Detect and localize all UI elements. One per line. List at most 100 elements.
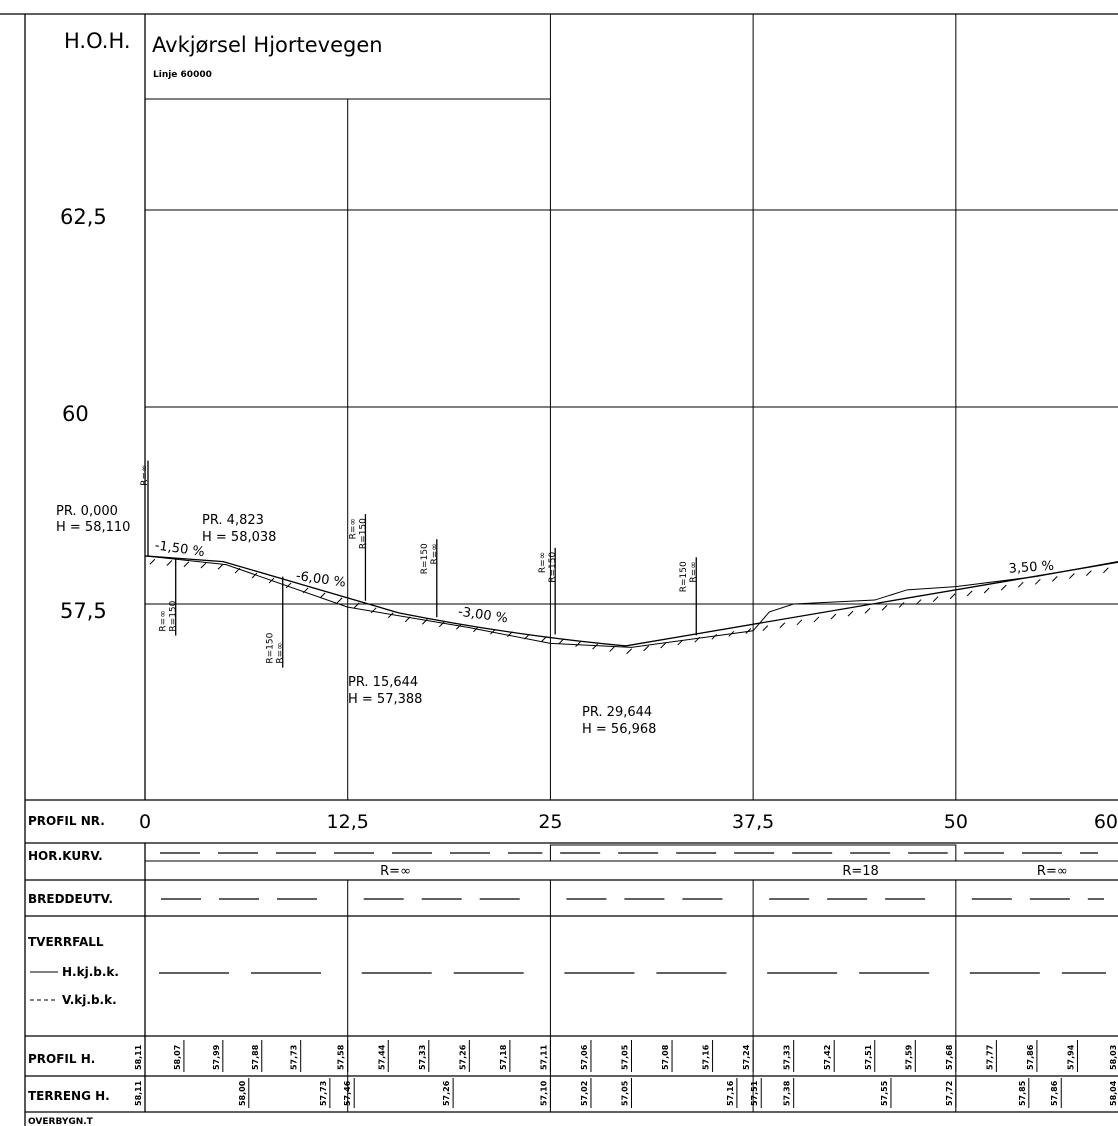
vertical-curve-label: R=∞ — [276, 642, 286, 663]
hatch-mark — [745, 628, 752, 634]
hatch-mark — [1051, 576, 1058, 582]
hatch-mark — [1068, 573, 1075, 579]
hatch-mark — [421, 618, 428, 625]
station-3-h: H = 56,968 — [582, 722, 656, 737]
vertical-curve-label: R=∞ — [348, 518, 358, 539]
hatch-mark — [336, 597, 343, 604]
vertical-curve-label: R=∞ — [159, 610, 169, 631]
terrain-polyline — [144, 555, 1118, 648]
height-value: 57,44 — [377, 1044, 386, 1070]
station-2-h: H = 57,388 — [348, 692, 422, 707]
station-0-pr: PR. 0,000 — [56, 504, 118, 519]
hatch-mark — [694, 636, 701, 643]
horizontal-curve-row: R=∞ R=18 R=∞ — [160, 844, 1098, 879]
height-value: 57,33 — [783, 1045, 792, 1070]
hatch-mark — [370, 607, 377, 614]
hatch-mark — [728, 631, 735, 637]
horizontal-curve-label: R=∞ — [1037, 864, 1068, 879]
height-value: 57,73 — [319, 1081, 328, 1106]
terrain-height-values: 58,11 58,00 57,73 57,46 57,26 57,10 57,02 57,05… — [134, 1078, 1118, 1108]
height-value: 57,59 — [904, 1044, 913, 1070]
hatch-mark — [234, 567, 241, 574]
vertical-curve-label: R=∞ — [140, 465, 150, 486]
height-value: 58,04 — [1109, 1080, 1118, 1106]
height-value: 57,06 — [580, 1044, 589, 1070]
grade-label: -1,50 % — [154, 538, 206, 560]
drawing-title: Avkjørsel Hjortevegen — [152, 33, 383, 57]
height-value: 57,05 — [621, 1044, 630, 1070]
hatch-mark — [762, 625, 769, 631]
height-value: 57,02 — [580, 1081, 589, 1106]
grade-label: 3,50 % — [1008, 559, 1054, 577]
hatch-mark — [796, 619, 803, 626]
height-value: 57,58 — [337, 1044, 346, 1070]
profile-height-values: 58,11 58,07 57,99 57,88 57,73 57,58 57,44 57,33… — [134, 1040, 1118, 1072]
height-value: 57,68 — [945, 1044, 954, 1070]
profile-number-tick: 50 — [944, 811, 968, 833]
height-value: 58,07 — [173, 1045, 182, 1070]
hatch-mark — [183, 561, 190, 568]
profile-table — [25, 799, 1118, 1113]
height-value: 58,11 — [134, 1080, 143, 1106]
vertical-curve-label: R=150 — [420, 543, 430, 574]
hatch-mark — [404, 616, 411, 623]
height-value: 57,77 — [985, 1045, 994, 1070]
hatch-mark — [1017, 581, 1024, 588]
height-value: 57,55 — [880, 1080, 889, 1106]
row-label-overbygn: OVERBYGN.T — [28, 1117, 94, 1126]
height-value: 57,51 — [864, 1044, 873, 1070]
hatch-mark — [473, 626, 479, 633]
grade-label: -3,00 % — [457, 605, 509, 627]
hatch-mark — [438, 621, 445, 628]
height-value: 57,99 — [212, 1044, 221, 1070]
hatch-mark — [779, 622, 786, 629]
hatch-mark — [353, 602, 360, 609]
hatch-mark — [1034, 578, 1041, 585]
profile-path — [144, 555, 1118, 647]
profile-number-tick: 37,5 — [732, 811, 774, 833]
height-value: 57,88 — [251, 1044, 260, 1070]
hatch-mark — [268, 577, 275, 584]
vertical-curve-label: R=150 — [548, 552, 558, 583]
vertical-curve-label: R=∞ — [689, 561, 699, 582]
hatch-mark — [1086, 570, 1092, 576]
height-value: 57,73 — [290, 1045, 299, 1070]
hatch-mark — [558, 638, 564, 645]
height-value: 57,24 — [742, 1044, 751, 1070]
hatch-mark — [898, 602, 905, 608]
terrain-line — [144, 555, 1118, 648]
station-3-pr: PR. 29,644 — [582, 705, 652, 720]
profile-number-tick: 0 — [139, 811, 151, 833]
height-value: 57,94 — [1066, 1044, 1075, 1070]
hatch-mark — [881, 604, 888, 611]
drawing-subtitle: Linje 60000 — [153, 70, 212, 80]
height-value: 57,38 — [783, 1080, 792, 1106]
height-value: 58,11 — [134, 1044, 143, 1070]
height-value: 57,86 — [1026, 1044, 1035, 1070]
hatch-mark — [541, 636, 547, 642]
hatch-mark — [507, 631, 513, 638]
profile-hatching — [149, 558, 1109, 655]
hatch-mark — [847, 610, 854, 617]
row-label-profil-nr: PROFIL NR. — [28, 814, 105, 828]
grade-labels: -1,50 % -6,00 % -3,00 % 3,50 % — [154, 538, 1055, 626]
profile-number-tick: 12,5 — [327, 811, 369, 833]
station-1-h: H = 58,038 — [202, 530, 276, 545]
vertical-curve-label: R=∞ — [430, 543, 440, 564]
hatch-mark — [200, 562, 207, 569]
horizontal-curve-label: R=∞ — [380, 864, 411, 879]
hatch-mark — [217, 563, 224, 570]
hatch-mark — [830, 613, 837, 620]
hatch-mark — [966, 590, 973, 597]
hatch-mark — [319, 592, 326, 599]
height-value: 57,26 — [442, 1080, 451, 1106]
hatch-mark — [915, 599, 922, 605]
height-value: 57,26 — [458, 1044, 467, 1070]
hatch-mark — [813, 616, 820, 623]
vertical-curve-label: R=150 — [679, 561, 689, 592]
hatch-mark — [932, 596, 939, 603]
station-1-pr: PR. 4,823 — [202, 513, 264, 528]
height-value: 58,00 — [238, 1080, 247, 1106]
row-label-terreng-h: TERRENG H. — [28, 1089, 110, 1103]
height-value: 57,86 — [1050, 1080, 1059, 1106]
